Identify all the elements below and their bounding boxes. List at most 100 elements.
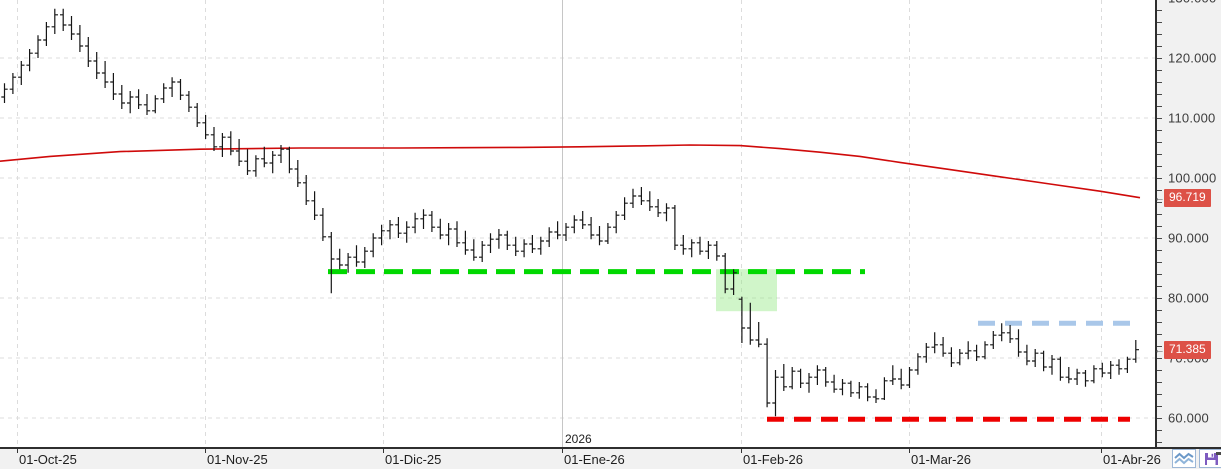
last-price-badge: 71.385	[1164, 340, 1211, 359]
price-axis-tick	[1157, 106, 1162, 107]
ohlc-bar	[60, 8, 67, 31]
last-price-arrow-icon: ←	[1154, 343, 1165, 356]
ohlc-bar	[638, 187, 645, 205]
ohlc-bar	[227, 131, 234, 156]
ohlc-bar	[898, 368, 905, 390]
time-axis-tick	[17, 449, 18, 453]
ohlc-bar	[437, 218, 444, 240]
time-axis-tick	[383, 449, 384, 453]
ohlc-bar	[311, 191, 318, 220]
price-axis-tick	[1157, 442, 1162, 443]
ohlc-bar	[378, 224, 385, 246]
ohlc-bar	[671, 205, 679, 250]
ohlc-bar	[110, 73, 117, 100]
ohlc-bar	[1023, 344, 1031, 366]
ohlc-bar	[596, 226, 603, 246]
ohlc-bar	[789, 367, 796, 390]
ohlc-bar	[1082, 370, 1089, 387]
ohlc-bar	[202, 115, 209, 139]
price-axis-tick	[1157, 274, 1162, 275]
time-axis[interactable]: 01-Oct-25 01-Nov-25 01-Dic-25 01-Ene-26 01-F…	[0, 447, 1221, 469]
ohlc-bar	[194, 103, 201, 127]
ohlc-bar	[261, 146, 268, 168]
price-axis-tick	[1157, 286, 1162, 287]
price-axis-label: 90.000	[1168, 230, 1209, 246]
price-axis-tick	[1157, 178, 1162, 179]
save-button[interactable]	[1199, 449, 1221, 468]
ohlc-bar	[981, 341, 989, 360]
ohlc-bar	[1124, 356, 1131, 373]
wave-icon	[1174, 452, 1194, 464]
time-axis-label: 01-Nov-25	[207, 452, 268, 467]
ohlc-bar	[504, 230, 511, 250]
ohlc-bar	[85, 37, 92, 67]
ohlc-bar	[328, 232, 335, 294]
ohlc-bar	[537, 236, 544, 255]
ohlc-bar	[303, 175, 310, 205]
ohlc-bar	[277, 145, 285, 163]
ohlc-bar	[101, 61, 109, 88]
ohlc-bar	[76, 25, 84, 52]
price-axis-tick	[1157, 382, 1162, 383]
price-axis-label: 100.000	[1168, 170, 1217, 186]
ohlc-bar	[34, 35, 42, 58]
green-zone-rect[interactable]	[716, 269, 777, 312]
ohlc-bar	[93, 52, 100, 79]
ohlc-bar	[395, 217, 402, 238]
ohlc-bar	[562, 223, 570, 241]
price-axis-tick	[1157, 226, 1162, 227]
price-axis-tick	[1157, 298, 1162, 299]
ohlc-bar	[68, 16, 75, 40]
ohlc-bar	[428, 211, 436, 232]
ohlc-bar	[269, 151, 276, 174]
time-axis-tick	[562, 449, 563, 453]
ohlc-bar	[688, 239, 695, 258]
price-axis-tick	[1157, 154, 1162, 155]
price-axis[interactable]: ← 96.719 ← 71.385 130.000 120.000 110.000 1…	[1154, 0, 1221, 447]
ohlc-bar	[738, 296, 746, 343]
ohlc-bar	[654, 199, 662, 217]
ohlc-bar	[470, 239, 477, 261]
ohlc-bar	[453, 221, 461, 247]
price-axis-tick	[1157, 310, 1162, 311]
ma-value-badge: 96.719	[1164, 188, 1211, 207]
ohlc-bar	[822, 367, 829, 387]
ohlc-bar	[177, 79, 184, 100]
ohlc-bar	[571, 215, 578, 234]
price-axis-label: 130.000	[1168, 0, 1216, 6]
ohlc-bar	[948, 347, 955, 367]
ohlc-bar	[881, 377, 888, 400]
ohlc-bar	[143, 94, 151, 115]
ohlc-bar	[1015, 329, 1022, 357]
time-axis-label: 01-Feb-26	[743, 452, 803, 467]
ohlc-bar	[160, 83, 167, 103]
ohlc-bar	[487, 233, 494, 253]
time-axis-tick	[1101, 449, 1102, 453]
time-axis-label: 01-Oct-25	[19, 452, 77, 467]
price-chart-plot[interactable]	[0, 0, 1155, 447]
price-axis-label: 80.000	[1168, 290, 1209, 306]
ohlc-bar	[520, 239, 528, 258]
moving-average-line[interactable]	[0, 144, 1141, 199]
price-axis-tick	[1157, 130, 1162, 131]
ohlc-bar	[403, 221, 410, 243]
ohlc-bar	[1032, 349, 1039, 367]
ohlc-bar	[529, 235, 536, 253]
ohlc-bar	[51, 8, 58, 34]
ohlc-bar	[730, 269, 737, 295]
ohlc-bar	[847, 380, 855, 397]
wave-indicator-button[interactable]	[1172, 449, 1196, 468]
ohlc-bar	[696, 236, 704, 255]
ohlc-bar	[344, 253, 352, 273]
time-axis-label: 01-Ene-26	[564, 452, 625, 467]
price-axis-tick	[1157, 22, 1162, 23]
ohlc-bar	[43, 22, 50, 46]
ohlc-bar	[135, 89, 142, 109]
time-axis-tick	[205, 449, 206, 453]
ohlc-bar	[361, 247, 368, 268]
ohlc-bar	[18, 61, 25, 85]
price-axis-tick	[1157, 46, 1162, 47]
ohlc-bar	[252, 155, 260, 177]
ohlc-bar	[185, 91, 193, 112]
